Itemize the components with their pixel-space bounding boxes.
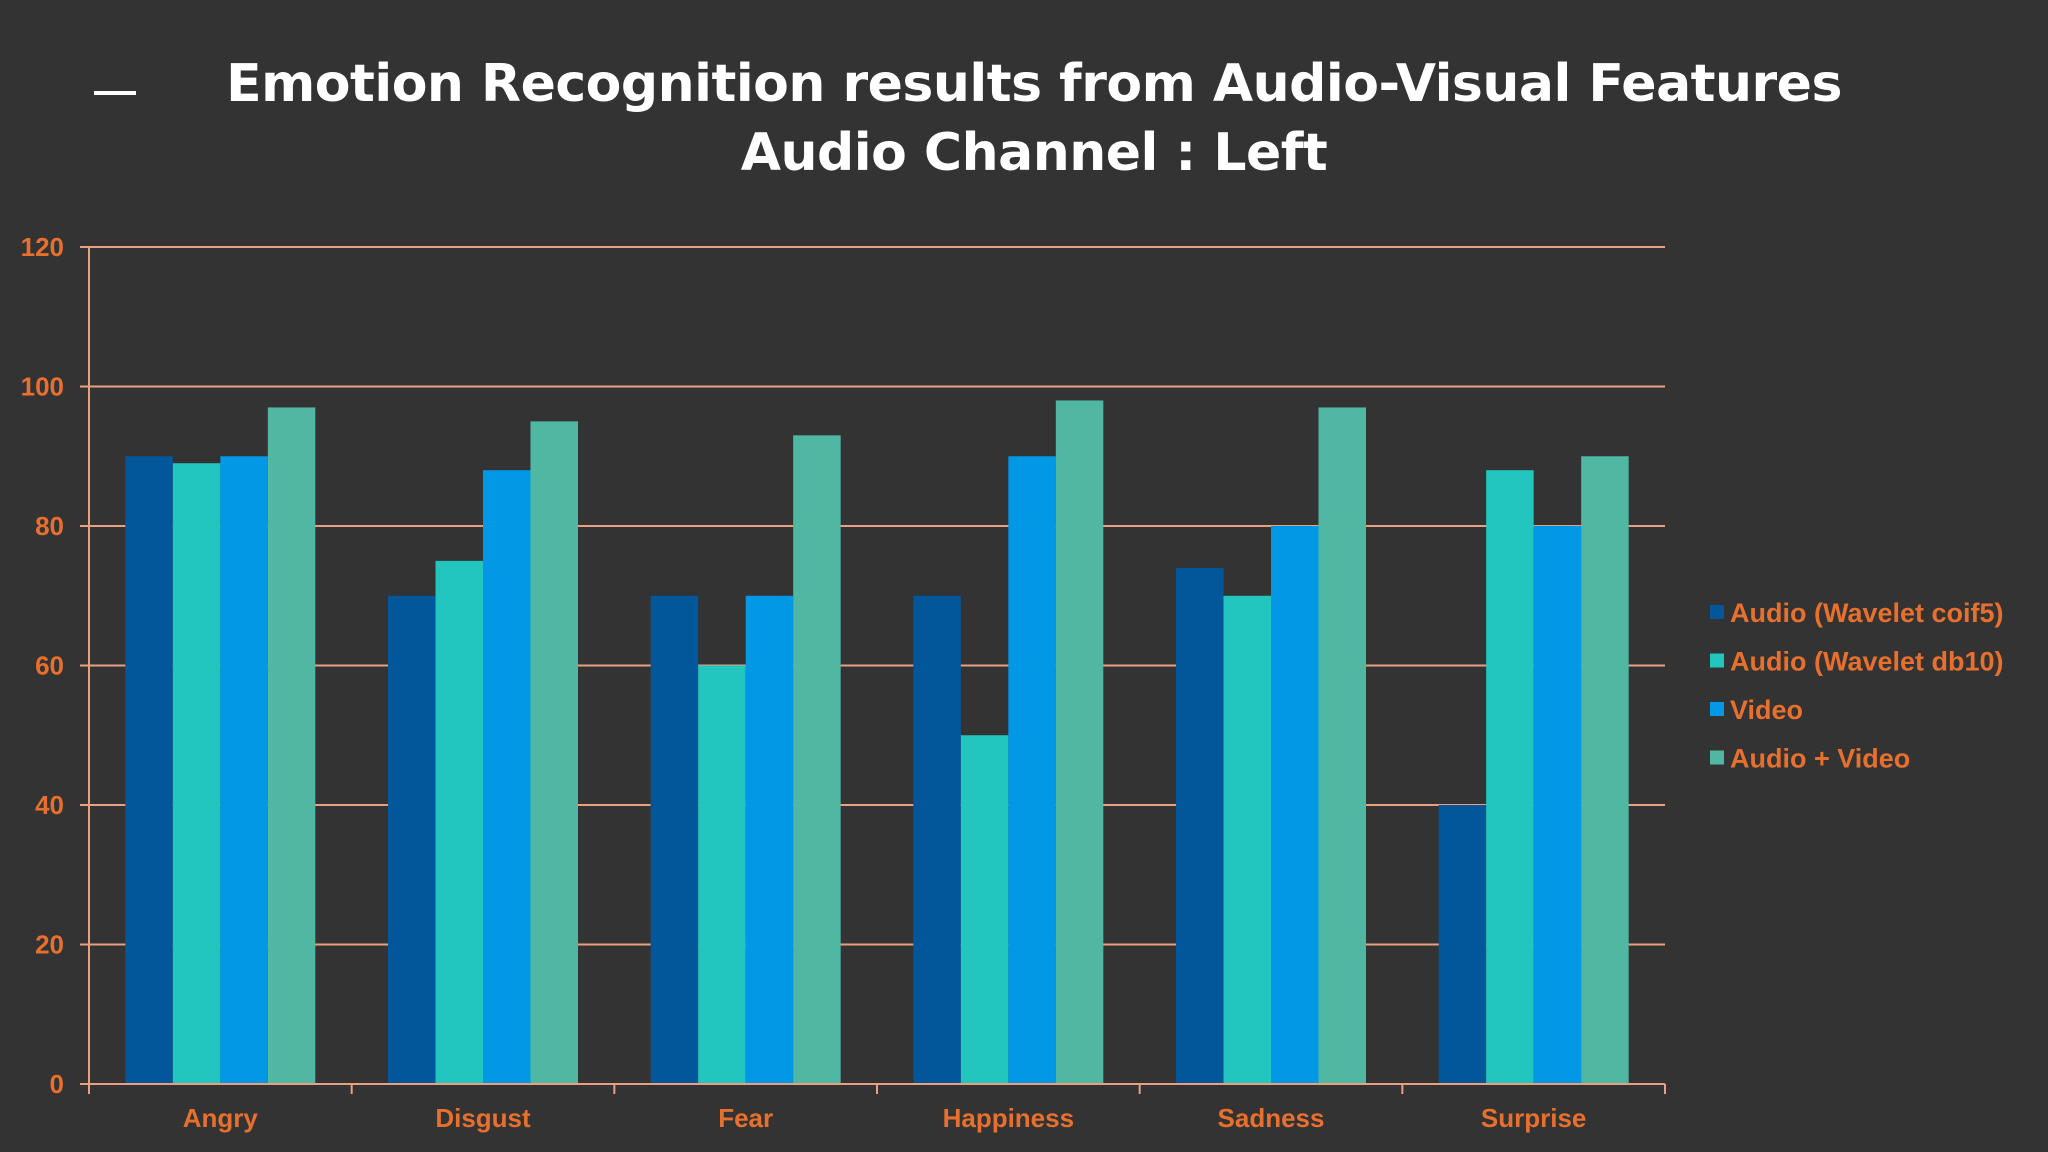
legend-label: Audio (Wavelet coif5)	[1730, 598, 2004, 628]
x-tick-label: Fear	[718, 1103, 773, 1133]
y-tick-label: 40	[35, 790, 64, 820]
bar	[530, 421, 578, 1084]
bar	[698, 665, 746, 1084]
x-tick-label: Disgust	[435, 1103, 531, 1133]
bar	[650, 595, 699, 1084]
bar	[793, 435, 841, 1084]
chart-subtitle: Audio Channel : Left	[740, 123, 1328, 183]
bar	[1486, 470, 1534, 1084]
y-tick-label: 60	[35, 651, 64, 681]
bar	[1223, 595, 1271, 1084]
axes	[80, 246, 1666, 1094]
x-tick-label: Surprise	[1481, 1103, 1587, 1133]
tick-labels: 0 20 40 60 80 100 120 Angry Disgust Fear Happiness…	[21, 232, 1587, 1133]
bar	[1438, 805, 1487, 1084]
bar	[435, 560, 483, 1084]
bar	[388, 595, 436, 1084]
x-tick-label: Angry	[183, 1103, 259, 1133]
legend-swatch	[1710, 702, 1724, 716]
chart-title: Emotion Recognition results from Audio-V…	[226, 54, 1842, 114]
bar	[220, 456, 268, 1084]
bar	[1581, 456, 1629, 1084]
legend-label: Video	[1730, 695, 1803, 725]
bars	[125, 400, 1629, 1085]
y-tick-label: 20	[35, 930, 64, 960]
bar	[913, 595, 961, 1084]
bar	[1055, 400, 1104, 1084]
bar	[267, 407, 316, 1084]
y-tick-label: 120	[21, 232, 64, 262]
chart-title-block: Emotion Recognition results from Audio-V…	[0, 50, 2048, 188]
y-tick-label: 0	[50, 1069, 64, 1099]
legend-label: Audio + Video	[1730, 744, 1910, 774]
bar	[172, 463, 221, 1085]
slide-dash-mark	[94, 91, 136, 95]
y-tick-label: 100	[21, 372, 64, 402]
bar	[125, 456, 173, 1084]
legend-swatch	[1710, 605, 1724, 619]
grid-lines	[89, 246, 1665, 946]
bar	[960, 735, 1009, 1084]
legend-label: Audio (Wavelet db10)	[1730, 647, 2004, 677]
bar	[1318, 407, 1366, 1084]
bar	[483, 470, 531, 1084]
legend-swatch	[1710, 653, 1724, 668]
bar	[1533, 526, 1582, 1084]
y-tick-label: 80	[35, 511, 64, 541]
legend: Audio (Wavelet coif5) Audio (Wavelet db10…	[1710, 598, 2004, 774]
x-tick-label: Happiness	[943, 1103, 1075, 1133]
x-tick-label: Sadness	[1218, 1103, 1325, 1133]
bar	[745, 595, 794, 1084]
bar	[1008, 456, 1056, 1084]
bar	[1176, 567, 1224, 1084]
legend-swatch	[1710, 750, 1724, 765]
bar	[1271, 526, 1319, 1084]
